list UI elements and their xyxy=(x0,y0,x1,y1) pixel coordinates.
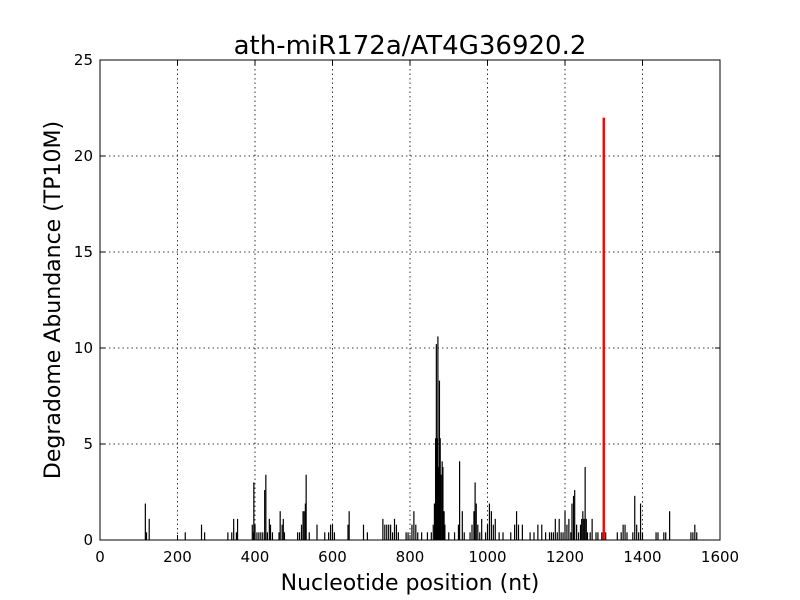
x-tick-label: 1600 xyxy=(701,548,739,566)
x-tick-label: 200 xyxy=(163,548,192,566)
y-axis-label: Degradome Abundance (TP10M) xyxy=(41,121,66,479)
y-tick-label: 10 xyxy=(74,339,93,357)
x-axis: 0 200 400 600 800 1000 1200 1400 1600 xyxy=(95,60,739,566)
y-tick-label: 0 xyxy=(83,531,93,549)
y-tick-label: 25 xyxy=(74,51,93,69)
x-tick-label: 600 xyxy=(318,548,347,566)
x-tick-label: 1400 xyxy=(623,548,661,566)
y-tick-label: 5 xyxy=(83,435,93,453)
x-axis-label: Nucleotide position (nt) xyxy=(281,571,540,596)
chart-title: ath-miR172a/AT4G36920.2 xyxy=(234,31,587,61)
y-tick-label: 20 xyxy=(74,147,93,165)
grid xyxy=(100,60,720,540)
x-tick-label: 1000 xyxy=(468,548,506,566)
x-tick-label: 400 xyxy=(241,548,270,566)
x-tick-label: 0 xyxy=(95,548,105,566)
x-tick-label: 1200 xyxy=(546,548,584,566)
y-tick-label: 15 xyxy=(74,243,93,261)
y-axis: 0 5 10 15 20 25 xyxy=(74,51,720,549)
bar-series xyxy=(144,336,698,540)
x-tick-label: 800 xyxy=(396,548,425,566)
